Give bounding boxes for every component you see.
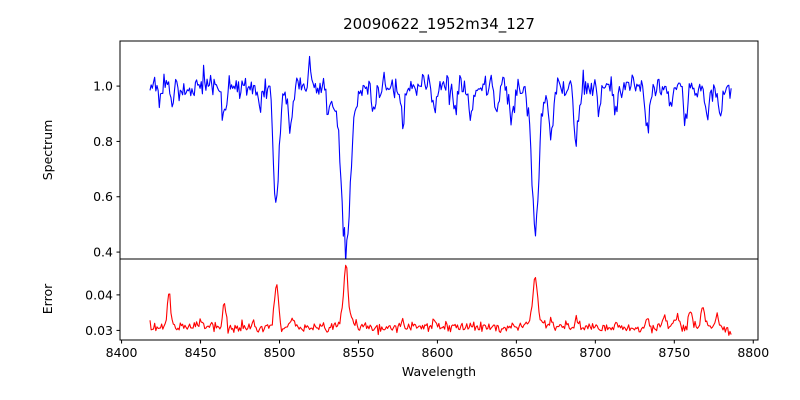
error-panel-frame — [119, 258, 759, 341]
x-tick-label: 8400 — [106, 345, 138, 360]
error-y-axis-label: Error — [40, 283, 55, 314]
plot-area: 0.4 0.6 0.8 1.0 0.03 0.04 8400 8450 8500 8550 8600… — [85, 40, 769, 360]
error-y-tick-label: 0.03 — [85, 323, 113, 338]
x-tick-label: 8500 — [264, 345, 296, 360]
chart-title: 20090622_1952m34_127 — [343, 15, 535, 34]
x-tick-label: 8650 — [500, 345, 532, 360]
spectrum-panel-frame — [119, 40, 759, 260]
spectrum-line — [149, 55, 732, 259]
spectrum-y-tick-label: 0.4 — [93, 244, 113, 259]
x-axis-label: Wavelength — [402, 364, 476, 379]
error-y-tick-label: 0.04 — [85, 287, 113, 302]
spectrum-y-tick-label: 1.0 — [93, 78, 113, 93]
error-line — [149, 264, 732, 336]
x-tick-label: 8750 — [658, 345, 690, 360]
x-tick-label: 8600 — [422, 345, 454, 360]
spectrum-y-axis-label: Spectrum — [40, 120, 55, 181]
x-tick-label: 8700 — [579, 345, 611, 360]
spectrum-y-tick-label: 0.6 — [93, 189, 113, 204]
spectrum-y-tick-label: 0.8 — [93, 134, 113, 149]
x-tick-label: 8450 — [185, 345, 217, 360]
x-tick-label: 8800 — [737, 345, 769, 360]
x-tick-label: 8550 — [343, 345, 375, 360]
